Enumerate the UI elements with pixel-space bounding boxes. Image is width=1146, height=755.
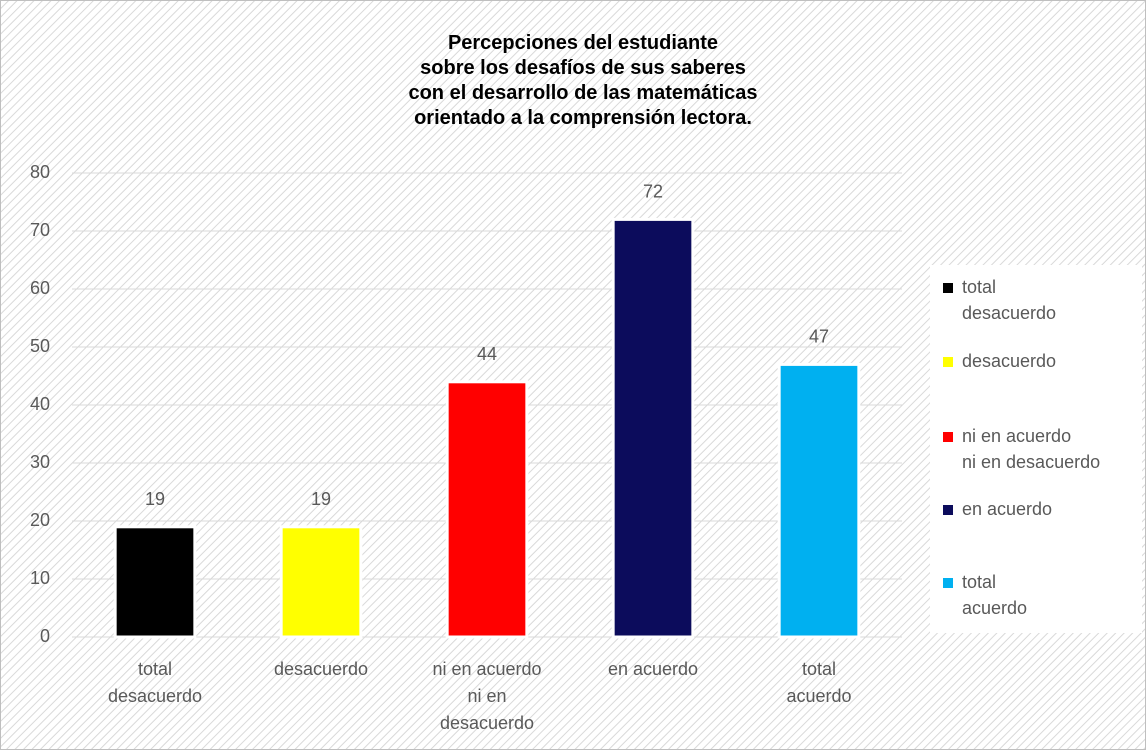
value-label: 72: [643, 181, 663, 201]
y-tick-label: 20: [30, 510, 50, 530]
legend-swatch: [943, 357, 953, 367]
legend-swatch: [943, 432, 953, 442]
legend-box: [930, 265, 1142, 633]
y-tick-label: 10: [30, 568, 50, 588]
legend-label: desacuerdo: [962, 351, 1056, 371]
y-tick-label: 30: [30, 452, 50, 472]
x-tick-label: total acuerdo: [786, 659, 851, 706]
bar: [611, 217, 695, 639]
y-tick-label: 80: [30, 162, 50, 182]
value-label: 44: [477, 344, 497, 364]
legend-swatch: [943, 283, 953, 293]
legend-label: total desacuerdo: [962, 277, 1056, 323]
x-tick-label: desacuerdo: [274, 659, 368, 679]
value-label: 47: [809, 326, 829, 346]
x-tick-label: en acuerdo: [608, 659, 698, 679]
chart-title: Percepciones del estudiante sobre los des…: [408, 32, 757, 129]
value-label: 19: [145, 489, 165, 509]
legend-swatch: [943, 505, 953, 515]
y-tick-label: 40: [30, 394, 50, 414]
y-tick-label: 60: [30, 278, 50, 298]
x-tick-label: ni en acuerdo ni en desacuerdo: [432, 659, 541, 733]
value-label: 19: [311, 489, 331, 509]
x-tick-label: total desacuerdo: [108, 659, 202, 706]
legend-label: en acuerdo: [962, 499, 1052, 519]
bar: [445, 380, 529, 639]
y-tick-label: 0: [40, 626, 50, 646]
legend-label: ni en acuerdo ni en desacuerdo: [962, 426, 1100, 472]
y-tick-label: 50: [30, 336, 50, 356]
bar: [279, 525, 363, 639]
bar: [113, 525, 197, 639]
y-tick-label: 70: [30, 220, 50, 240]
bar: [777, 362, 861, 639]
legend-swatch: [943, 578, 953, 588]
legend-label: total acuerdo: [962, 572, 1027, 618]
